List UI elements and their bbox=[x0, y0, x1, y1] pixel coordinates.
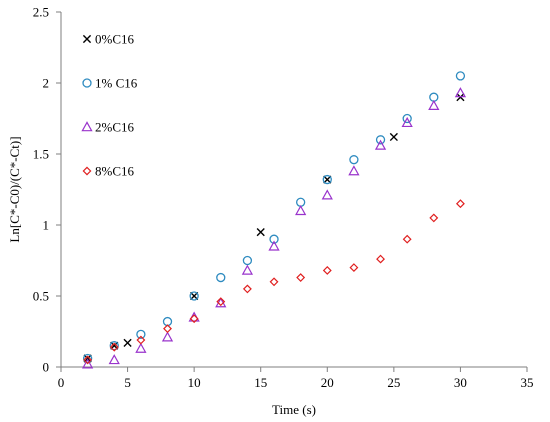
data-point bbox=[376, 254, 385, 264]
data-point bbox=[295, 204, 307, 216]
x-tick-label: 0 bbox=[58, 375, 65, 390]
x-tick-label: 25 bbox=[387, 375, 400, 390]
legend-marker bbox=[82, 166, 92, 176]
data-point bbox=[109, 342, 119, 352]
data-point bbox=[455, 199, 465, 209]
legend-label: 1% C16 bbox=[95, 76, 138, 91]
legend-item: 0%C16 bbox=[82, 32, 135, 47]
data-point bbox=[401, 116, 413, 128]
series-2 bbox=[82, 87, 467, 369]
data-point bbox=[428, 99, 440, 111]
data-point bbox=[109, 341, 119, 351]
x-tick-label: 5 bbox=[124, 375, 131, 390]
data-point bbox=[322, 265, 332, 275]
series-0 bbox=[83, 93, 465, 363]
series-3 bbox=[83, 199, 465, 365]
data-point bbox=[323, 175, 332, 184]
legend-item: 2%C16 bbox=[81, 120, 135, 135]
data-point bbox=[136, 329, 146, 339]
data-point bbox=[216, 297, 226, 307]
series-1 bbox=[82, 71, 466, 364]
legend-label: 2%C16 bbox=[95, 120, 135, 135]
data-point bbox=[241, 264, 254, 275]
data-point bbox=[190, 291, 199, 301]
x-tick-label: 15 bbox=[254, 375, 267, 390]
data-point bbox=[189, 314, 199, 324]
data-point bbox=[375, 135, 386, 145]
y-tick-label: 2 bbox=[43, 76, 50, 91]
data-point bbox=[161, 331, 174, 342]
data-point bbox=[108, 354, 120, 365]
y-tick-label: 0 bbox=[43, 360, 50, 375]
data-point bbox=[123, 338, 132, 347]
y-tick-label: 2.5 bbox=[33, 5, 49, 20]
data-point bbox=[321, 189, 333, 200]
ticks: 0 5 10 15 20 25 30 35 0 0.5 1 1.5 2 2.5 bbox=[33, 5, 534, 391]
data-point bbox=[256, 228, 265, 237]
legend-marker bbox=[82, 78, 92, 88]
x-tick-label: 10 bbox=[188, 375, 201, 390]
legend-label: 0%C16 bbox=[95, 32, 135, 47]
data-point bbox=[82, 353, 93, 364]
data-point bbox=[348, 165, 360, 176]
data-point bbox=[82, 358, 94, 369]
data-point bbox=[189, 291, 199, 301]
data-point bbox=[322, 174, 332, 185]
data-point bbox=[349, 155, 359, 165]
y-tick-label: 1.5 bbox=[33, 147, 49, 162]
data-point bbox=[136, 335, 146, 345]
data-point bbox=[163, 324, 172, 334]
data-point bbox=[349, 263, 359, 273]
data-marks bbox=[82, 71, 467, 369]
legend: 0%C16 1% C16 2%C16 8%C16 bbox=[81, 32, 138, 179]
data-point bbox=[83, 355, 93, 365]
legend-item: 8%C16 bbox=[82, 164, 135, 179]
y-axis-title: Ln[C*-C0)/(C*-Ct)] bbox=[7, 136, 22, 242]
data-point bbox=[429, 213, 439, 223]
data-point bbox=[454, 87, 467, 98]
data-point bbox=[216, 272, 226, 283]
x-tick-label: 20 bbox=[321, 375, 334, 390]
data-point bbox=[374, 139, 387, 150]
legend-marker bbox=[82, 34, 92, 44]
data-point bbox=[389, 132, 398, 142]
y-tick-label: 0.5 bbox=[33, 289, 49, 304]
x-axis-title: Time (s) bbox=[272, 402, 316, 417]
axes bbox=[60, 12, 527, 368]
y-tick-label: 1 bbox=[43, 218, 50, 233]
data-point bbox=[269, 277, 279, 287]
data-point bbox=[402, 113, 412, 124]
data-point bbox=[402, 234, 412, 244]
legend-item: 1% C16 bbox=[82, 76, 138, 91]
x-tick-label: 30 bbox=[454, 375, 467, 390]
data-point bbox=[242, 255, 253, 266]
x-tick-label: 35 bbox=[521, 375, 534, 390]
legend-label: 8%C16 bbox=[95, 164, 135, 179]
data-point bbox=[455, 71, 466, 81]
data-point bbox=[135, 342, 147, 353]
data-point bbox=[242, 284, 252, 294]
data-point bbox=[269, 234, 279, 244]
legend-marker bbox=[81, 121, 93, 132]
data-point bbox=[296, 273, 306, 282]
data-point bbox=[268, 240, 280, 251]
